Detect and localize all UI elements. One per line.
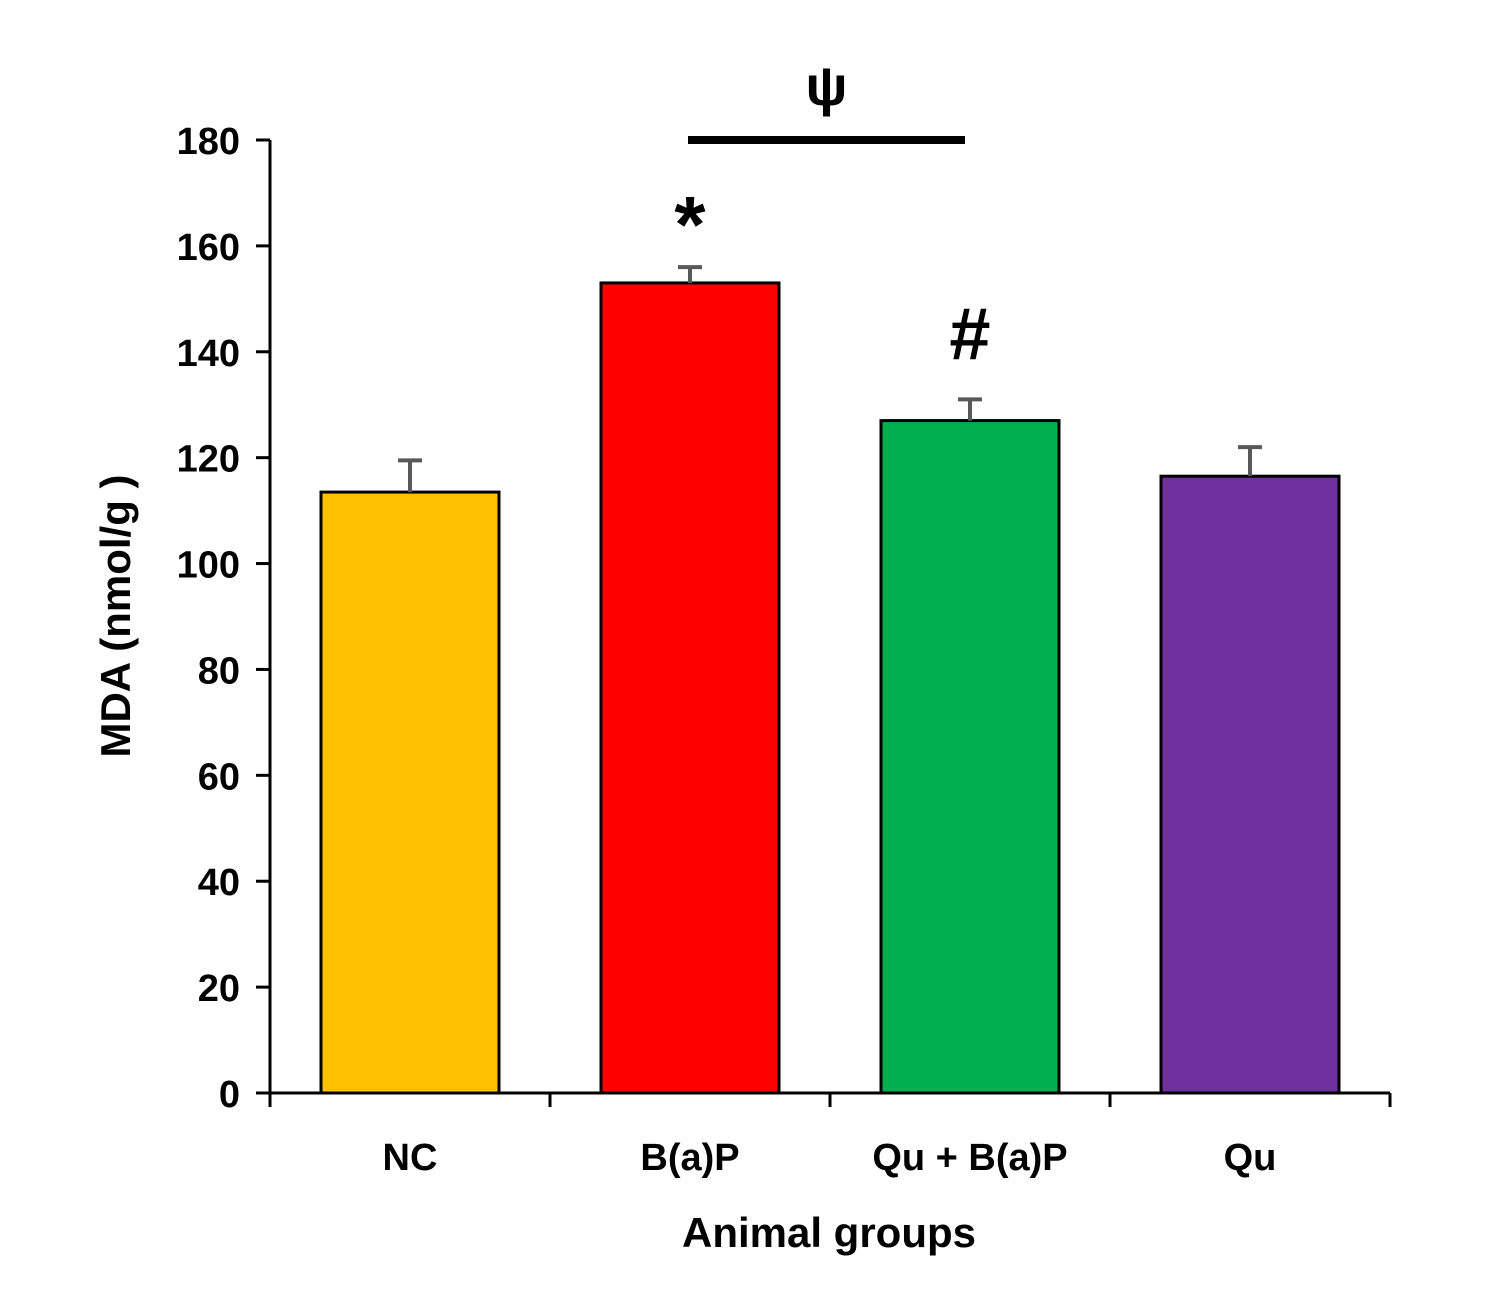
y-ticks: 0 20 40 60 80 100 120 140 160 180 [177, 121, 270, 1116]
x-tick-label: B(a)P [640, 1137, 739, 1179]
x-tick-label: Qu [1224, 1137, 1277, 1179]
significance-marker: * [674, 180, 706, 269]
significance-marker: # [949, 292, 990, 375]
y-tick-label: 0 [219, 1074, 240, 1116]
y-tick-label: 80 [198, 650, 240, 692]
bar-2 [879, 419, 1061, 1095]
bar-3 [1159, 474, 1341, 1095]
y-tick-label: 140 [177, 333, 240, 375]
y-tick-label: 60 [198, 756, 240, 798]
annotations: * # ψ [674, 54, 990, 375]
y-tick-label: 100 [177, 545, 240, 587]
y-tick-label: 20 [198, 968, 240, 1010]
x-tick-label: Qu + B(a)P [872, 1137, 1067, 1179]
bracket-label: ψ [805, 54, 847, 117]
bars [319, 265, 1341, 1095]
y-axis-title: MDA (nmol/g ) [92, 474, 139, 757]
y-tick-label: 40 [198, 862, 240, 904]
x-tick-label: NC [383, 1137, 438, 1179]
x-axis-title: Animal groups [682, 1209, 976, 1256]
y-tick-label: 120 [177, 439, 240, 481]
y-tick-label: 180 [177, 121, 240, 163]
bar-0 [319, 490, 501, 1095]
y-tick-label: 160 [177, 227, 240, 269]
x-ticks: NC B(a)P Qu + B(a)P Qu [268, 1093, 1392, 1179]
bar-1 [599, 281, 781, 1095]
